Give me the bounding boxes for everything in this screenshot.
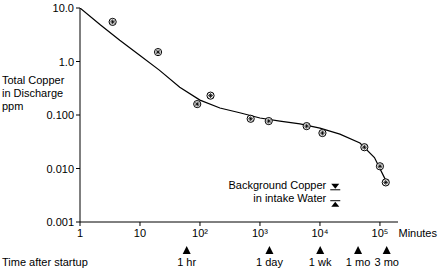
- point-circle: [376, 163, 383, 170]
- y-axis-label: ppm: [2, 100, 23, 112]
- x-tick: [139, 222, 140, 226]
- data-point: [207, 92, 214, 99]
- point-cross: [208, 93, 213, 98]
- time-marker-label: 1 hr: [177, 256, 196, 268]
- point-circle: [382, 179, 389, 186]
- point-circle: [319, 129, 326, 136]
- data-point: [376, 163, 383, 170]
- time-marker-label: 1 day: [256, 256, 283, 268]
- point-cross: [266, 119, 271, 124]
- point-cross: [320, 131, 325, 136]
- data-point: [319, 129, 326, 136]
- point-cross: [304, 124, 309, 129]
- x-tick: [199, 222, 200, 226]
- y-tick-label: 10.0: [53, 2, 74, 14]
- chart: 0.001 0.010 0.100 1.0 10.0 1 10 10² 10³ 10⁴ 10⁵ Min…: [0, 0, 439, 276]
- time-marker: [265, 246, 273, 254]
- data-point: [247, 115, 254, 122]
- y-tick: [76, 168, 80, 169]
- data-point: [361, 144, 368, 151]
- point-cross: [362, 145, 367, 150]
- point-circle: [154, 48, 161, 55]
- x-tick-label: 10³: [252, 227, 268, 239]
- y-axis-label: Total Copper: [2, 74, 65, 86]
- point-circle: [194, 100, 201, 107]
- time-marker-label: 3 mo: [374, 256, 398, 268]
- time-marker: [316, 246, 324, 254]
- data-point: [109, 18, 116, 25]
- point-circle: [207, 92, 214, 99]
- data-point: [154, 48, 161, 55]
- point-circle: [109, 18, 116, 25]
- x-tick-label: 10: [134, 227, 146, 239]
- point-cross: [156, 50, 161, 55]
- y-tick: [76, 61, 80, 62]
- plot-area: [80, 8, 389, 186]
- time-axis-label: Time after startup: [2, 256, 88, 268]
- y-tick: [76, 222, 80, 223]
- x-tick-label: 10⁴: [311, 227, 328, 239]
- point-cross: [383, 180, 388, 185]
- annotation-text: in intake Water: [253, 192, 326, 204]
- x-tick: [259, 222, 260, 226]
- x-tick-label: 10²: [192, 227, 208, 239]
- x-tick-label: 1: [77, 227, 83, 239]
- range-arrow-up: [331, 202, 339, 207]
- x-axis-line: [80, 222, 398, 223]
- time-marker: [354, 246, 362, 254]
- y-axis-label: in Discharge: [2, 87, 63, 99]
- data-point: [265, 117, 272, 124]
- point-cross: [195, 102, 200, 107]
- range-bottom: [330, 200, 340, 201]
- background-range: [330, 184, 340, 207]
- point-cross: [110, 19, 115, 24]
- y-tick-label: 0.100: [46, 109, 74, 121]
- y-tick-label: 1.0: [59, 56, 74, 68]
- x-tick: [80, 222, 81, 226]
- time-marker-label: 1 wk: [309, 256, 332, 268]
- x-axis-label: Minutes: [398, 227, 437, 239]
- curve: [80, 8, 386, 180]
- data-point: [303, 123, 310, 130]
- y-tick-label: 0.001: [46, 216, 74, 228]
- x-tick: [379, 222, 380, 226]
- range-arrow-down: [331, 184, 339, 189]
- x-tick: [319, 222, 320, 226]
- y-tick: [76, 8, 80, 9]
- y-tick-label: 0.010: [46, 163, 74, 175]
- point-circle: [303, 123, 310, 130]
- time-marker: [383, 246, 391, 254]
- data-point: [382, 179, 389, 186]
- time-marker: [183, 246, 191, 254]
- y-tick: [76, 115, 80, 116]
- x-tick-label: 10⁵: [372, 227, 389, 239]
- time-marker-label: 1 mo: [346, 256, 370, 268]
- point-cross: [377, 164, 382, 169]
- annotation-text: Background Copper: [228, 179, 326, 191]
- point-circle: [361, 144, 368, 151]
- point-circle: [265, 117, 272, 124]
- range-top: [330, 189, 340, 190]
- data-point: [194, 100, 201, 107]
- point-cross: [248, 116, 253, 121]
- point-circle: [247, 115, 254, 122]
